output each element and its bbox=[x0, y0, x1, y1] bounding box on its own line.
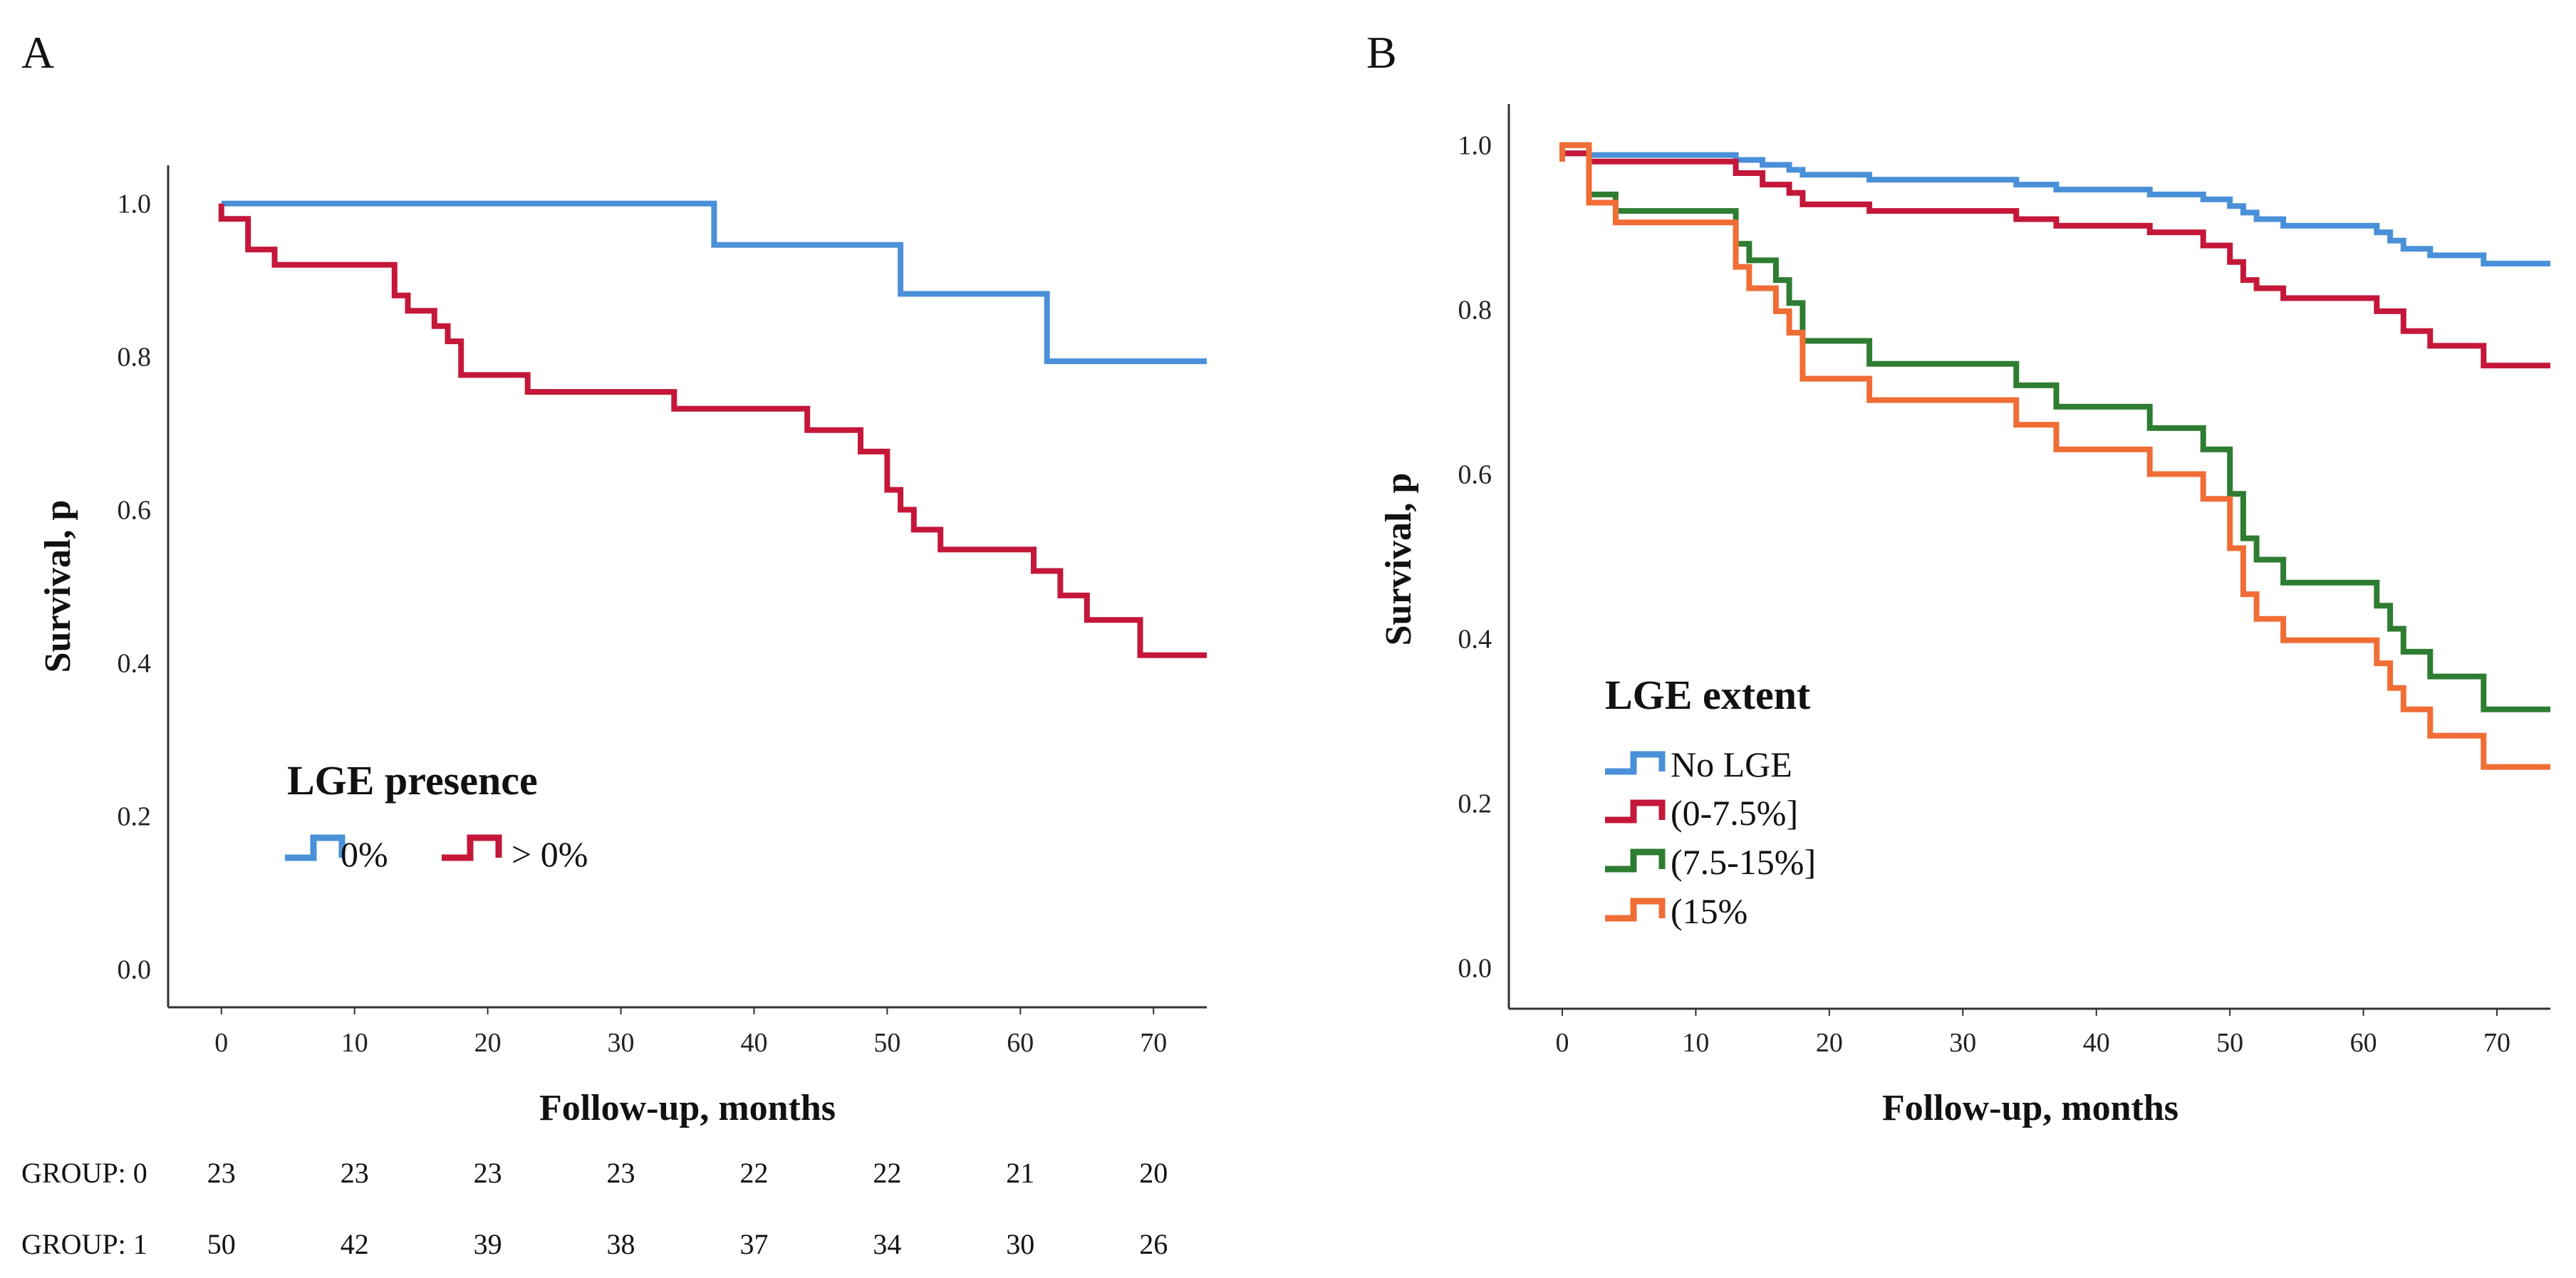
panel-a-y-axis-title: Survival, p bbox=[38, 500, 78, 673]
risk-table-row-label-group-1: GROUP: 1 bbox=[21, 1228, 147, 1260]
panel-b-y-tick-0-8: 0.8 bbox=[1458, 296, 1492, 326]
panel-b-curve-no-lge bbox=[1562, 150, 2550, 266]
panel-b: B 0.0 0.2 0.4 0.6 0.8 1.0 0 10 20 30 40 50 60 70 Sur… bbox=[1366, 27, 2550, 1128]
legend-swatch-0-7.5 bbox=[1605, 799, 1666, 824]
panel-a-y-tick-0-0: 0.0 bbox=[118, 955, 152, 985]
panel-b-x-tick-70: 70 bbox=[2483, 1028, 2510, 1058]
panel-b-x-tick-20: 20 bbox=[1816, 1028, 1843, 1058]
panel-b-x-tick-50: 50 bbox=[2216, 1028, 2243, 1058]
panel-b-x-tick-30: 30 bbox=[1949, 1028, 1976, 1058]
legend-label-gt0pct: > 0% bbox=[511, 834, 588, 874]
panel-a-curve-0 bbox=[218, 203, 1207, 658]
panel-a-x-tick-20: 20 bbox=[474, 1028, 502, 1058]
panel-b-letter: B bbox=[1366, 27, 1397, 78]
panel-b-curves bbox=[1559, 142, 2550, 770]
panel-a-x-axis-title: Follow-up, months bbox=[539, 1088, 836, 1128]
panel-b-y-tick-1-0: 1.0 bbox=[1458, 131, 1492, 161]
legend-swatch-15 bbox=[1605, 898, 1666, 922]
panel-a-x-tick-50: 50 bbox=[873, 1028, 900, 1058]
panel-a-x-tick-30: 30 bbox=[608, 1028, 635, 1058]
panel-b-legend: LGE extent No LGE (0-7.5%] (7.5-15%] (15… bbox=[1605, 672, 1816, 931]
panel-a: A 0.0 0.2 0.4 0.6 0.8 1.0 0 10 20 30 40 50 60 70 Sur… bbox=[21, 27, 1207, 1260]
panel-a-x-tick-0: 0 bbox=[214, 1028, 228, 1058]
risk-table-cell-group-1-20: 39 bbox=[474, 1228, 502, 1260]
risk-table-cell-group-0-30: 23 bbox=[607, 1157, 635, 1189]
panel-b-y-tick-0-2: 0.2 bbox=[1458, 789, 1492, 819]
legend-label-0-7.5: (0-7.5%] bbox=[1671, 793, 1798, 833]
panel-b-curve-0-7-5 bbox=[1562, 150, 2550, 369]
panel-b-legend-title: LGE extent bbox=[1605, 672, 1811, 718]
risk-table-cell-group-0-20: 23 bbox=[474, 1157, 502, 1189]
panel-a-y-tick-0-2: 0.2 bbox=[118, 801, 152, 831]
panel-a-y-ticks: 0.0 0.2 0.4 0.6 0.8 1.0 bbox=[118, 189, 152, 985]
panel-a-plot-area: 0.0 0.2 0.4 0.6 0.8 1.0 0 10 20 30 40 50 60 70 bbox=[118, 165, 1207, 1058]
panel-b-curve-7-5-15 bbox=[1559, 142, 2550, 712]
panel-b-plot-area: 0.0 0.2 0.4 0.6 0.8 1.0 0 10 20 30 40 50 60 70 bbox=[1458, 104, 2550, 1058]
legend-swatch-0pct bbox=[285, 834, 346, 861]
panel-a-x-tick-60: 60 bbox=[1007, 1028, 1034, 1058]
panel-a-legend: LGE presence 0% > 0% bbox=[285, 757, 588, 874]
risk-table-cell-group-0-70: 20 bbox=[1139, 1157, 1168, 1189]
legend-swatch-no-lge bbox=[1605, 751, 1666, 775]
panel-b-curve-15 bbox=[1559, 142, 2550, 770]
panel-b-x-tick-40: 40 bbox=[2083, 1028, 2110, 1058]
panel-a-x-ticks: 0 10 20 30 40 50 60 70 bbox=[214, 1007, 1167, 1058]
risk-table-cell-group-1-10: 42 bbox=[341, 1228, 369, 1260]
panel-a-legend-title: LGE presence bbox=[287, 757, 538, 804]
legend-swatch-gt0pct bbox=[442, 834, 502, 861]
panel-b-x-tick-0: 0 bbox=[1555, 1028, 1569, 1058]
panel-a-letter: A bbox=[21, 27, 54, 78]
risk-table-cell-group-1-70: 26 bbox=[1139, 1228, 1168, 1260]
legend-label-7.5-15: (7.5-15%] bbox=[1671, 842, 1816, 882]
risk-table-cell-group-0-50: 22 bbox=[873, 1157, 901, 1189]
risk-table-cell-group-0-40: 22 bbox=[739, 1157, 768, 1189]
risk-table-cell-group-1-40: 37 bbox=[739, 1228, 768, 1260]
risk-table-cell-group-0-60: 21 bbox=[1006, 1157, 1034, 1189]
panel-b-x-tick-60: 60 bbox=[2350, 1028, 2377, 1058]
legend-label-0pct: 0% bbox=[341, 834, 388, 874]
risk-table-cell-group-1-30: 38 bbox=[607, 1228, 635, 1260]
panel-a-curve-0 bbox=[221, 200, 1207, 365]
panel-a-curves bbox=[218, 200, 1207, 658]
risk-table-cell-group-0-0: 23 bbox=[207, 1157, 236, 1189]
risk-table-cell-group-1-60: 30 bbox=[1006, 1228, 1034, 1260]
panel-a-x-tick-70: 70 bbox=[1140, 1028, 1167, 1058]
panel-a-x-tick-10: 10 bbox=[341, 1028, 368, 1058]
panel-a-y-tick-0-4: 0.4 bbox=[118, 648, 152, 678]
panel-b-y-axis-title: Survival, p bbox=[1378, 473, 1419, 646]
legend-label-15: (15% bbox=[1671, 891, 1747, 931]
panel-b-y-tick-0-6: 0.6 bbox=[1458, 460, 1492, 490]
panel-b-x-tick-10: 10 bbox=[1682, 1028, 1709, 1058]
panel-a-x-tick-40: 40 bbox=[740, 1028, 767, 1058]
risk-table-cell-group-1-0: 50 bbox=[207, 1228, 236, 1260]
panel-b-x-ticks: 0 10 20 30 40 50 60 70 bbox=[1555, 1009, 2510, 1058]
panel-b-y-tick-0-0: 0.0 bbox=[1458, 953, 1492, 983]
risk-table-cell-group-1-50: 34 bbox=[873, 1228, 901, 1260]
panel-a-y-tick-0-6: 0.6 bbox=[118, 496, 152, 526]
risk-table: GROUP: 0 23 23 23 23 22 22 21 20 GROUP: 1 50 42 39 38… bbox=[21, 1157, 1168, 1260]
legend-label-no-lge: No LGE bbox=[1671, 744, 1792, 784]
panel-b-y-ticks: 0.0 0.2 0.4 0.6 0.8 1.0 bbox=[1458, 131, 1492, 984]
panel-a-y-tick-0-8: 0.8 bbox=[118, 343, 152, 373]
risk-table-row-label-group-0: GROUP: 0 bbox=[21, 1157, 147, 1189]
panel-b-y-tick-0-4: 0.4 bbox=[1458, 624, 1492, 654]
panel-a-y-tick-1-0: 1.0 bbox=[118, 189, 152, 219]
risk-table-cell-group-0-10: 23 bbox=[341, 1157, 369, 1189]
panel-b-x-axis-title: Follow-up, months bbox=[1882, 1088, 2178, 1128]
legend-swatch-7.5-15 bbox=[1605, 848, 1666, 873]
